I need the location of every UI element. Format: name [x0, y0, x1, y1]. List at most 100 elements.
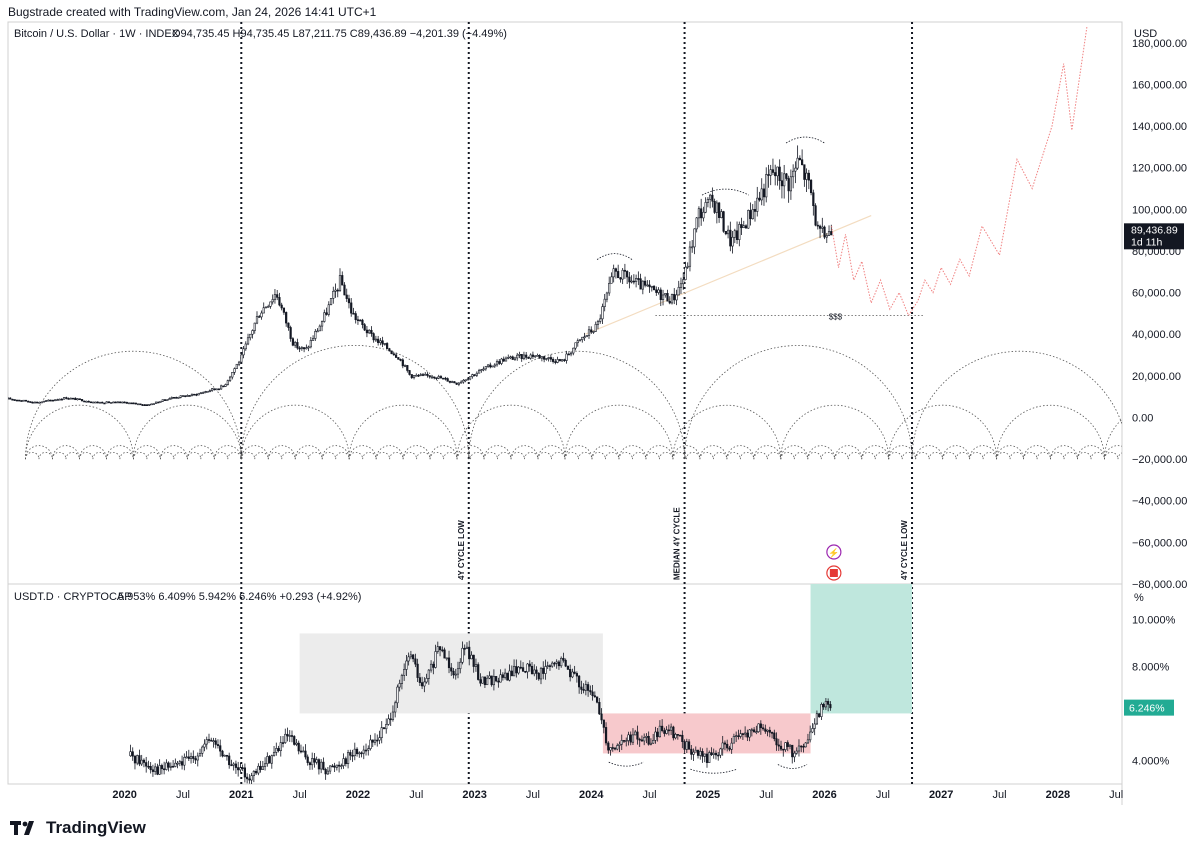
btc-candle — [76, 398, 79, 401]
usdt-candle — [194, 758, 197, 761]
btc-candle — [715, 202, 718, 213]
x-tick-label: Jul — [876, 789, 890, 801]
usdt-candle — [604, 727, 608, 744]
usdt-price-badge[interactable] — [1124, 699, 1174, 716]
btc-candle — [276, 294, 279, 298]
cycle-arc-small — [186, 445, 215, 460]
btc-candle — [298, 347, 301, 350]
btc-candle — [401, 359, 404, 367]
cycle-arc-tiny — [65, 451, 80, 460]
usdt-candle — [587, 684, 590, 691]
percent-unit-label[interactable]: % — [1134, 592, 1144, 604]
usdt-candle — [373, 739, 377, 743]
btc-candle — [419, 374, 422, 376]
btc-candle — [749, 210, 752, 220]
usdt-candle — [829, 704, 832, 709]
usdt-candle — [450, 667, 453, 672]
btc-candle — [697, 208, 701, 219]
btc-candle — [370, 329, 373, 334]
usdt-candle — [656, 731, 659, 738]
main-y-tick-label: 120,000.00 — [1132, 163, 1187, 175]
usdt-candle — [207, 739, 211, 741]
cycle-arc-small — [240, 445, 269, 460]
btc-candle — [237, 361, 241, 365]
cycle-arc-tiny — [106, 452, 121, 460]
usdt-candle — [308, 762, 312, 766]
currency-label[interactable]: USD — [1134, 28, 1158, 40]
usdt-candle — [622, 740, 626, 742]
btc-candle — [130, 402, 133, 405]
range-box-red[interactable] — [602, 713, 811, 754]
usdt-candle — [154, 766, 157, 772]
main-y-tick-label: −20,000.00 — [1132, 454, 1187, 466]
btc-candle — [652, 285, 656, 291]
projection-path[interactable] — [831, 26, 1088, 317]
usdt-candle — [744, 732, 747, 735]
cycle-label: MEDIAN 4Y CYCLE — [673, 507, 682, 580]
cycle-arc-tiny — [605, 452, 620, 460]
btc-candle — [231, 372, 234, 378]
tradingview-brand[interactable]: TradingView — [10, 818, 146, 838]
btc-candle — [150, 403, 153, 406]
btc-candle — [722, 211, 725, 232]
btc-candle — [379, 340, 382, 343]
btc-candle — [20, 400, 23, 402]
btc-candle — [166, 399, 169, 402]
usdt-candle — [443, 649, 446, 659]
btc-candle — [314, 331, 317, 339]
btc-candle — [267, 306, 270, 308]
cycle-arc-tiny — [1063, 451, 1078, 460]
price-badge-value: 89,436.89 — [1131, 224, 1178, 236]
btc-candle — [316, 330, 319, 333]
btc-candle — [410, 374, 413, 378]
btc-candle — [242, 348, 245, 356]
usdt-candle — [394, 702, 397, 713]
usdt-candle — [649, 742, 653, 745]
cycle-arc-small — [780, 445, 809, 460]
btc-candle — [22, 399, 25, 402]
btc-candle — [303, 347, 306, 350]
btc-candle — [516, 354, 519, 359]
btc-candle — [442, 377, 445, 380]
usdt-candle — [145, 762, 148, 767]
btc-candle — [789, 176, 792, 192]
usdt-candle — [699, 751, 702, 756]
x-tick-label: 2022 — [346, 789, 370, 801]
usdt-candle — [138, 755, 141, 765]
usdt-candle — [560, 657, 563, 667]
cycle-arc-tiny — [186, 451, 202, 460]
btc-candle — [307, 346, 310, 349]
lightning-event-icon[interactable] — [826, 544, 842, 560]
btc-candle — [60, 398, 63, 401]
btc-candle — [628, 276, 631, 283]
usdt-candle — [690, 748, 693, 755]
btc-candle — [585, 335, 588, 338]
cycle-arc-medium — [456, 404, 566, 460]
usdt-candle — [813, 723, 816, 729]
btc-candle — [181, 395, 185, 397]
btc-candle — [563, 359, 566, 361]
cycle-arc-tiny — [834, 451, 849, 460]
usdt-candle — [544, 666, 547, 674]
cycle-arc-medium — [132, 404, 242, 460]
sub-symbol-title[interactable]: USDT.D · CRYPTOCAP — [14, 591, 132, 603]
cycle-arc-tiny — [321, 452, 337, 460]
usdt-candle — [676, 734, 679, 736]
cycle-arc-small — [1023, 445, 1051, 460]
btc-candle — [462, 379, 465, 383]
usdt-candle — [216, 744, 220, 746]
main-y-tick-label: 20,000.00 — [1132, 371, 1181, 383]
usdt-candle — [495, 676, 498, 682]
main-symbol-title[interactable]: Bitcoin / U.S. Dollar · 1W · INDEX — [14, 28, 180, 40]
btc-candle — [374, 338, 377, 341]
btc-candle — [381, 340, 384, 345]
btc-candle — [224, 384, 227, 387]
range-box-green[interactable] — [810, 584, 913, 714]
btc-candle — [128, 402, 131, 405]
btc-candle — [107, 401, 111, 404]
btc-candle — [724, 230, 727, 235]
price-badge[interactable] — [1124, 223, 1184, 250]
cycle-arc-tiny — [699, 452, 714, 460]
btc-candle — [477, 370, 481, 374]
btc-candle — [446, 378, 449, 382]
